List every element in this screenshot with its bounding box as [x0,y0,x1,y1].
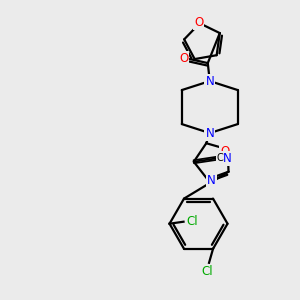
Text: N: N [206,127,214,140]
Text: O: O [194,16,203,29]
Text: Cl: Cl [201,265,213,278]
Text: Cl: Cl [187,215,198,228]
Text: O: O [220,145,230,158]
Text: N: N [206,75,214,88]
Text: N: N [207,174,216,187]
Text: O: O [179,52,188,64]
Text: C: C [216,153,223,163]
Text: N: N [222,152,231,165]
